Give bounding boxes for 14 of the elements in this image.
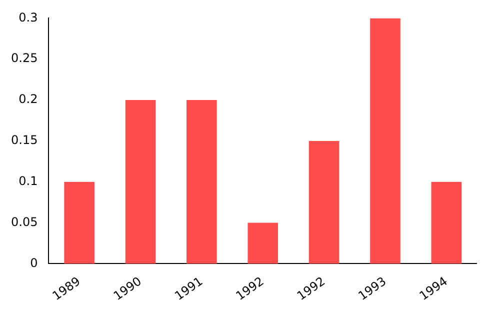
bar bbox=[186, 100, 217, 264]
y-tick-label: 0.2 bbox=[18, 92, 38, 106]
bar bbox=[64, 182, 94, 264]
bar bbox=[370, 18, 400, 264]
y-tick-label: 0.15 bbox=[11, 133, 38, 148]
y-tick-label: 0.1 bbox=[18, 174, 38, 188]
bar bbox=[125, 100, 156, 264]
bar bbox=[431, 182, 462, 264]
y-tick-label: 0.05 bbox=[11, 214, 38, 229]
y-tick-label: 0.25 bbox=[11, 51, 38, 66]
y-tick-label: 0.3 bbox=[18, 10, 38, 24]
y-tick-label: 0 bbox=[30, 256, 38, 270]
bar bbox=[308, 140, 340, 264]
bar bbox=[248, 222, 278, 264]
